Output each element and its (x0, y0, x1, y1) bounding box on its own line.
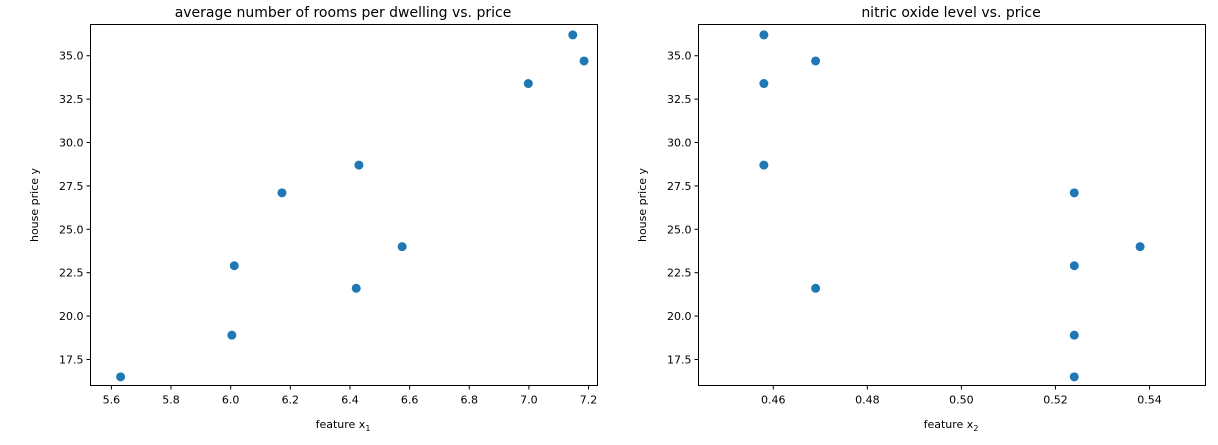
nox-plot-y-tick-label: 35.0 (667, 50, 692, 63)
rooms-plot-x-tick-label: 6.4 (341, 394, 359, 407)
nox-plot-y-tick-label: 32.5 (667, 93, 692, 106)
rooms-plot-x-tick-label: 7.2 (580, 394, 598, 407)
nox-plot-y-tick-label: 20.0 (667, 310, 692, 323)
nox-plot-data-point (759, 79, 769, 89)
rooms-plot-points (116, 30, 589, 382)
nox-plot-y-tick-label: 22.5 (667, 267, 692, 280)
rooms-plot-y-tick-label: 22.5 (59, 267, 84, 280)
nox-plot-x-axis-label: feature x2 (924, 418, 979, 433)
rooms-plot-y-ticks: 17.5 20.0 22.5 25.0 27.5 30.0 32.5 35.0 (59, 50, 91, 366)
nox-plot-x-tick-label: 0.48 (855, 394, 880, 407)
nox-plot-y-tick-label: 30.0 (667, 137, 692, 150)
nox-plot-y-axis-label: house price y (636, 167, 649, 242)
nox-plot-data-point (759, 160, 769, 170)
rooms-plot-x-tick-label: 7.0 (520, 394, 538, 407)
rooms-plot-x-tick-label: 6.8 (461, 394, 479, 407)
rooms-plot-y-tick-label: 25.0 (59, 223, 84, 236)
rooms-plot-x-axis-label: feature x1 (316, 418, 371, 433)
rooms-plot-data-point (354, 160, 364, 170)
nox-plot-y-ticks: 17.5 20.0 22.5 25.0 27.5 30.0 32.5 35.0 (667, 50, 699, 366)
nox-plot-y-tick-label: 17.5 (667, 353, 692, 366)
nox-plot-x-tick-label: 0.46 (761, 394, 786, 407)
rooms-plot-y-tick-label: 35.0 (59, 50, 84, 63)
nox-plot-y-tick-label: 25.0 (667, 223, 692, 236)
nox-plot-data-point (1069, 372, 1079, 382)
nox-plot-data-point (1069, 330, 1079, 340)
rooms-vs-price-plot: average number of rooms per dwelling vs.… (28, 5, 598, 433)
rooms-plot-y-tick-label: 27.5 (59, 180, 84, 193)
nox-plot-data-point (759, 30, 769, 40)
nox-plot-data-point (1069, 261, 1079, 271)
nox-plot-data-point (1069, 188, 1079, 198)
nox-plot-data-point (811, 56, 821, 66)
nox-vs-price-plot: nitric oxide level vs. price 0.46 0.48 0.5… (636, 5, 1206, 433)
nox-plot-y-tick-label: 27.5 (667, 180, 692, 193)
rooms-plot-frame (90, 24, 598, 386)
rooms-plot-y-tick-label: 17.5 (59, 353, 84, 366)
nox-plot-title: nitric oxide level vs. price (861, 5, 1040, 21)
rooms-plot-data-point (116, 372, 126, 382)
rooms-plot-data-point (229, 261, 239, 271)
rooms-plot-title: average number of rooms per dwelling vs.… (175, 5, 512, 21)
rooms-plot-x-ticks: 5.6 5.8 6.0 6.2 6.4 6.6 6.8 7.0 7.2 (103, 385, 598, 407)
nox-plot-x-tick-label: 0.52 (1043, 394, 1068, 407)
rooms-plot-x-tick-label: 5.8 (162, 394, 180, 407)
rooms-plot-data-point (523, 79, 533, 89)
nox-plot-points (759, 30, 1145, 382)
nox-plot-x-tick-label: 0.54 (1137, 394, 1162, 407)
rooms-plot-data-point (351, 283, 361, 293)
rooms-plot-y-tick-label: 32.5 (59, 93, 84, 106)
rooms-plot-x-tick-label: 6.0 (222, 394, 240, 407)
rooms-plot-x-tick-label: 6.2 (282, 394, 300, 407)
rooms-plot-x-tick-label: 5.6 (103, 394, 121, 407)
rooms-plot-data-point (277, 188, 287, 198)
rooms-plot-y-tick-label: 20.0 (59, 310, 84, 323)
nox-plot-data-point (811, 283, 821, 293)
rooms-plot-y-tick-label: 30.0 (59, 137, 84, 150)
nox-plot-x-tick-label: 0.50 (949, 394, 974, 407)
rooms-plot-data-point (579, 56, 589, 66)
nox-plot-x-ticks: 0.46 0.48 0.50 0.52 0.54 (761, 385, 1162, 407)
rooms-plot-data-point (227, 330, 237, 340)
rooms-plot-y-axis-label: house price y (28, 167, 41, 242)
nox-plot-data-point (1135, 242, 1145, 252)
rooms-plot-x-tick-label: 6.6 (401, 394, 419, 407)
rooms-plot-data-point (568, 30, 578, 40)
rooms-plot-data-point (397, 242, 407, 252)
nox-plot-frame (698, 24, 1206, 386)
